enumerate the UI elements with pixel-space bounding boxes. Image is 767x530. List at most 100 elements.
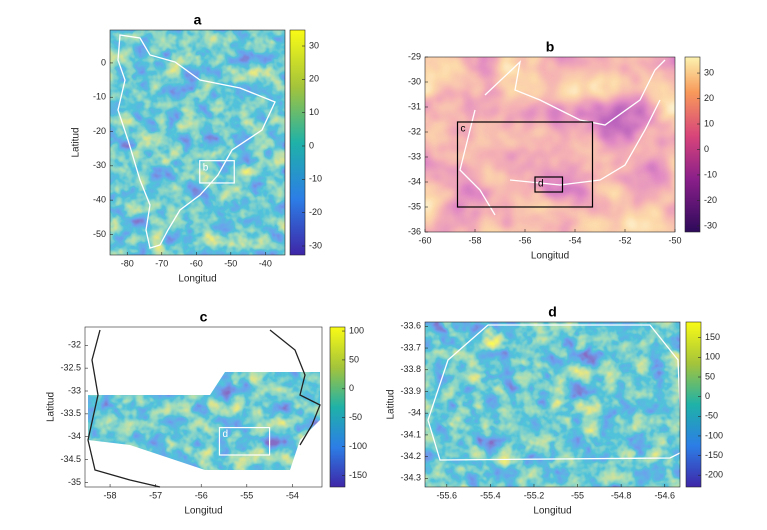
y-tick-label: -34.2 (400, 451, 421, 461)
panel-title: a (194, 12, 202, 28)
y-tick-label: -40 (93, 194, 106, 204)
colorbar-tick-label: -20 (309, 207, 322, 217)
y-tick-label: -29 (408, 51, 421, 61)
colorbar-tick-label: -10 (704, 169, 717, 179)
y-tick-label: -33.7 (400, 342, 421, 352)
colorbar-tick-label: -20 (704, 195, 717, 205)
y-tick-label: -33 (408, 151, 421, 161)
y-tick-label: 0 (101, 57, 106, 67)
x-axis-label: Longitud (178, 274, 216, 285)
inset-box (534, 176, 564, 193)
y-axis-label: Latitud (71, 127, 82, 157)
x-tick-label: -52 (618, 235, 631, 245)
y-tick-label: -32 (68, 340, 81, 350)
y-axis-label: Latitud (386, 389, 397, 419)
y-tick-label: -30 (93, 160, 106, 170)
y-tick-label: -50 (93, 229, 106, 239)
colorbar-tick-label: -150 (705, 450, 723, 460)
colorbar-tick-label: 0 (705, 391, 710, 401)
axes-frame (84, 326, 323, 488)
colorbar-tick-label: 10 (309, 107, 319, 117)
x-tick-label: -50 (224, 258, 237, 268)
y-axis-label: Latitud (46, 392, 57, 422)
y-tick-label: -32 (408, 126, 421, 136)
y-tick-label: -34.1 (400, 429, 421, 439)
colorbar-tick-label: 30 (704, 67, 714, 77)
x-tick-label: -55 (240, 490, 253, 500)
x-tick-label: -60 (190, 258, 203, 268)
panel-title: b (546, 39, 555, 55)
inset-label: b (203, 162, 209, 173)
y-tick-label: -34 (68, 431, 81, 441)
y-tick-label: -34 (408, 408, 421, 418)
y-tick-label: -33 (68, 385, 81, 395)
x-axis-label: Longitud (184, 506, 222, 517)
x-tick-label: -54 (286, 490, 299, 500)
panel-title: c (200, 309, 208, 325)
panel-title: d (548, 304, 557, 320)
colorbar-tick-label: 150 (705, 332, 720, 342)
x-tick-label: -55.4 (480, 490, 501, 500)
colorbar-tick-label: -200 (705, 470, 723, 480)
y-tick-label: -35 (68, 477, 81, 487)
y-tick-label: -30 (408, 76, 421, 86)
colorbar-tick-label: 100 (349, 325, 364, 335)
colorbar-tick-label: 0 (704, 144, 709, 154)
x-tick-label: -54.8 (611, 490, 632, 500)
colorbar-tick-label: 0 (349, 383, 354, 393)
x-tick-label: -55 (571, 490, 584, 500)
x-tick-label: -58 (468, 235, 481, 245)
inset-label: c (461, 124, 466, 135)
colorbar (289, 29, 306, 256)
inset-box (218, 426, 271, 456)
raster (425, 57, 675, 232)
colorbar-tick-label: -100 (705, 430, 723, 440)
x-tick-label: -56 (518, 235, 531, 245)
colorbar-tick-label: -10 (309, 174, 322, 184)
axes-frame (424, 321, 681, 488)
colorbar-tick-label: -50 (349, 412, 362, 422)
x-tick-label: -50 (668, 235, 681, 245)
colorbar-tick-label: 0 (309, 140, 314, 150)
colorbar-tick-label: 100 (705, 352, 720, 362)
colorbar-tick-label: 20 (309, 74, 319, 84)
colorbar (684, 56, 701, 233)
colorbar-tick-label: 20 (704, 93, 714, 103)
y-tick-label: -34 (408, 176, 421, 186)
y-tick-label: -33.6 (400, 321, 421, 331)
inset-label: d (222, 429, 228, 440)
x-tick-label: -40 (259, 258, 272, 268)
coastline (87, 329, 321, 488)
raster (88, 372, 320, 470)
y-tick-label: -35 (408, 201, 421, 211)
x-tick-label: -80 (121, 258, 134, 268)
x-tick-label: -54 (568, 235, 581, 245)
colorbar-tick-label: -30 (309, 240, 322, 250)
colorbar (329, 326, 346, 488)
x-tick-label: -55.2 (524, 490, 545, 500)
inset-box (199, 160, 235, 184)
axes-frame (424, 56, 676, 233)
inset-label: d (538, 179, 544, 190)
x-tick-label: -54.6 (654, 490, 675, 500)
raster (110, 30, 285, 255)
colorbar-tick-label: -100 (349, 441, 367, 451)
y-tick-label: -34.3 (400, 473, 421, 483)
x-tick-label: -70 (155, 258, 168, 268)
x-tick-label: -56 (195, 490, 208, 500)
colorbar (685, 321, 702, 488)
inset-box (456, 121, 594, 208)
y-tick-label: -31 (408, 101, 421, 111)
x-tick-label: -60 (418, 235, 431, 245)
coastline (459, 59, 666, 216)
x-tick-label: -57 (149, 490, 162, 500)
colorbar-tick-label: 50 (349, 354, 359, 364)
coastline (427, 324, 683, 461)
x-tick-label: -58 (104, 490, 117, 500)
y-tick-label: -32.5 (60, 363, 81, 373)
axes-frame (109, 29, 286, 256)
y-tick-label: -34.5 (60, 454, 81, 464)
colorbar-tick-label: 10 (704, 118, 714, 128)
y-tick-label: -36 (408, 226, 421, 236)
